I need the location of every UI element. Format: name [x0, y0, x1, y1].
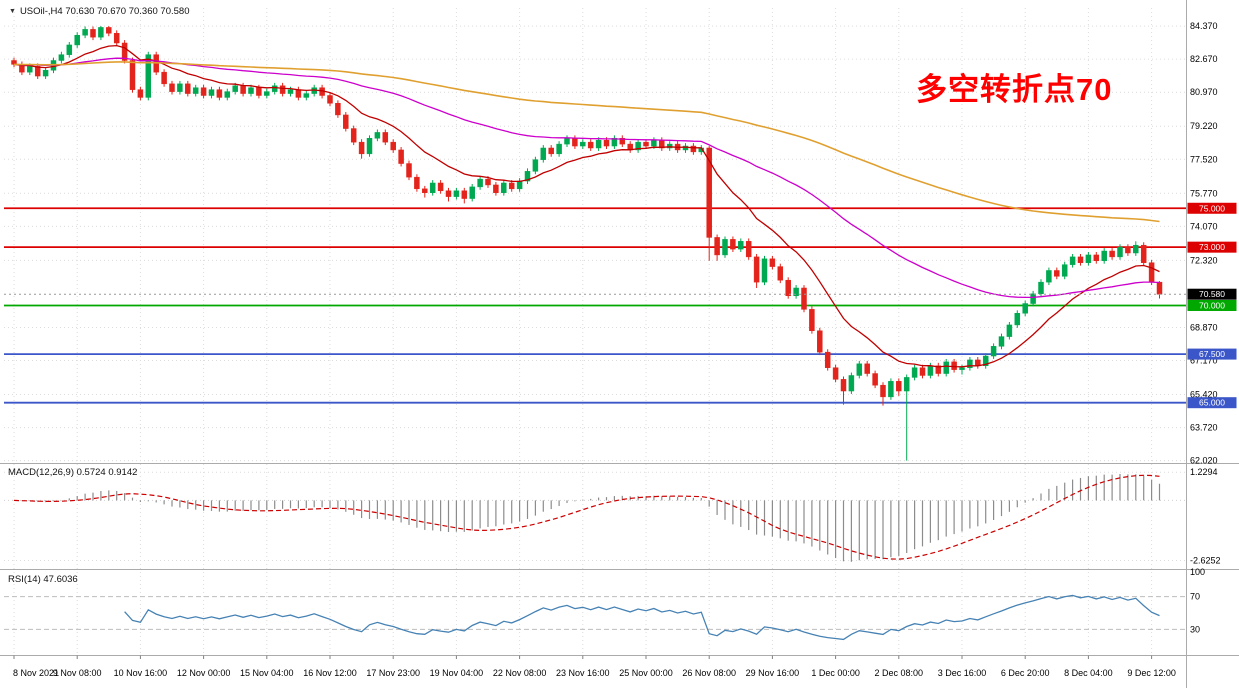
- svg-text:70.000: 70.000: [1199, 300, 1225, 310]
- svg-text:67.500: 67.500: [1199, 349, 1225, 359]
- macd-signal-line: [13, 474, 1160, 560]
- svg-text:72.320: 72.320: [1190, 255, 1218, 265]
- svg-text:10 Nov 16:00: 10 Nov 16:00: [114, 668, 168, 678]
- svg-text:80.970: 80.970: [1190, 87, 1218, 97]
- svg-text:9 Dec 12:00: 9 Dec 12:00: [1127, 668, 1176, 678]
- macd-panel[interactable]: 1.2294 -2.6252: [4, 467, 1221, 566]
- macd-indicator-label: MACD(12,26,9) 0.5724 0.9142: [8, 467, 138, 478]
- svg-text:19 Nov 04:00: 19 Nov 04:00: [430, 668, 484, 678]
- ma-line-fast: [13, 44, 1160, 368]
- svg-text:65.420: 65.420: [1190, 390, 1218, 400]
- ma-line-slow: [13, 61, 1160, 223]
- svg-text:9 Nov 08:00: 9 Nov 08:00: [53, 668, 102, 678]
- price-scale[interactable]: 84.370 82.670 80.970 79.220 77.520 75.770 74.0…: [1187, 21, 1237, 466]
- svg-text:73.000: 73.000: [1199, 242, 1225, 252]
- svg-text:68.870: 68.870: [1190, 322, 1218, 332]
- rsi-line: [124, 594, 1160, 641]
- svg-text:63.720: 63.720: [1190, 423, 1218, 433]
- svg-text:29 Nov 16:00: 29 Nov 16:00: [746, 668, 800, 678]
- annotation-text: 多空转折点70: [916, 72, 1113, 107]
- svg-text:3 Dec 16:00: 3 Dec 16:00: [938, 668, 987, 678]
- svg-text:100: 100: [1190, 567, 1205, 577]
- rsi-panel[interactable]: 100 70 30: [4, 567, 1205, 641]
- svg-text:2 Dec 08:00: 2 Dec 08:00: [875, 668, 924, 678]
- svg-text:25 Nov 00:00: 25 Nov 00:00: [619, 668, 673, 678]
- svg-text:8 Dec 04:00: 8 Dec 04:00: [1064, 668, 1113, 678]
- svg-text:17 Nov 23:00: 17 Nov 23:00: [366, 668, 420, 678]
- horizontal-level-lines[interactable]: [4, 207, 1186, 404]
- svg-text:84.370: 84.370: [1190, 21, 1218, 31]
- ma-line-medium: [13, 57, 1160, 299]
- svg-text:70: 70: [1190, 592, 1200, 602]
- svg-text:65.000: 65.000: [1199, 398, 1225, 408]
- chevron-down-icon: ▼: [9, 8, 16, 15]
- svg-text:79.220: 79.220: [1190, 121, 1218, 131]
- svg-text:26 Nov 08:00: 26 Nov 08:00: [682, 668, 736, 678]
- svg-text:16 Nov 12:00: 16 Nov 12:00: [303, 668, 357, 678]
- svg-text:1 Dec 00:00: 1 Dec 00:00: [811, 668, 860, 678]
- svg-text:75.770: 75.770: [1190, 188, 1218, 198]
- svg-text:1.2294: 1.2294: [1190, 467, 1218, 477]
- rsi-indicator-label: RSI(14) 47.6036: [8, 574, 78, 585]
- svg-text:23 Nov 16:00: 23 Nov 16:00: [556, 668, 610, 678]
- svg-text:74.070: 74.070: [1190, 221, 1218, 231]
- svg-text:62.020: 62.020: [1190, 456, 1218, 466]
- svg-text:75.000: 75.000: [1199, 203, 1225, 213]
- svg-text:15 Nov 04:00: 15 Nov 04:00: [240, 668, 294, 678]
- svg-text:12 Nov 00:00: 12 Nov 00:00: [177, 668, 231, 678]
- svg-text:82.670: 82.670: [1190, 54, 1218, 64]
- svg-text:67.170: 67.170: [1190, 356, 1218, 366]
- svg-text:30: 30: [1190, 624, 1200, 634]
- svg-text:6 Dec 20:00: 6 Dec 20:00: [1001, 668, 1050, 678]
- svg-text:8 Nov 2021: 8 Nov 2021: [13, 668, 59, 678]
- svg-text:-2.6252: -2.6252: [1190, 556, 1221, 566]
- svg-text:22 Nov 08:00: 22 Nov 08:00: [493, 668, 547, 678]
- symbol-ohlc-label: ▼ USOil-,H4 70.630 70.670 70.360 70.580: [9, 6, 189, 17]
- svg-text:77.520: 77.520: [1190, 154, 1218, 164]
- symbol-line-text: USOil-,H4 70.630 70.670 70.360 70.580: [19, 6, 190, 17]
- svg-text:70.580: 70.580: [1199, 289, 1225, 299]
